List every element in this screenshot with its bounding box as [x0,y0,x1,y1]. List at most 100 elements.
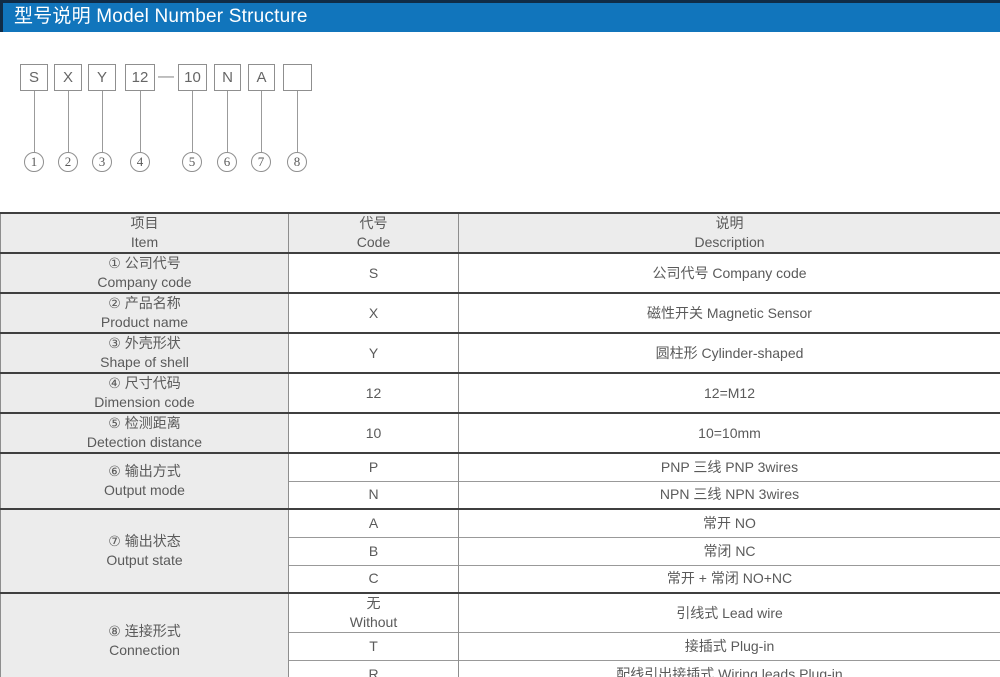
model-code-box-3: Y [88,64,116,91]
code-cell: C [288,564,459,593]
desc-cell: 常闭 NC [458,536,1000,565]
item-zh: ① 公司代号 [108,255,181,271]
code-cell: A [288,508,459,537]
section-title-bar: 型号说明 Model Number Structure [0,0,1000,32]
code-cell: N [288,480,459,509]
connector-line-4 [140,91,141,152]
table-header-row: 项目 Item 代号 Code 说明 Description [0,213,1000,254]
code-cell: X [288,292,459,333]
item-zh: ③ 外壳形状 [108,335,181,351]
desc-cell: 常开 + 常闭 NO+NC [458,564,1000,593]
code-cell: R [288,660,459,677]
circled-number-5: 5 [182,152,202,172]
code-cell: 12 [288,372,459,413]
desc-cell: 磁性开关 Magnetic Sensor [458,292,1000,333]
item-cell: ④ 尺寸代码 Dimension code [0,372,289,413]
header-desc-zh: 说明 [715,215,744,231]
item-en: Product name [100,314,189,330]
model-code-box-1: S [20,64,48,91]
table-row-connection-r: R 配线引出接插式 Wiring leads Plug-in [1,660,1000,677]
item-en: Shape of shell [100,354,189,370]
header-item-zh: 项目 [130,215,159,231]
desc-cell: 引线式 Lead wire [458,592,1000,633]
model-code-separator: — [158,68,174,85]
desc-cell: NPN 三线 NPN 3wires [458,480,1000,509]
model-code-box-4: 12 [125,64,155,91]
header-cell-code: 代号 Code [288,213,459,254]
code-zh: 无 [366,595,381,611]
connector-line-2 [68,91,69,152]
item-zh: ⑥ 输出方式 [108,463,181,479]
item-cell: ⑦ 输出状态 Output state [0,508,289,593]
table-row-company-code: ① 公司代号 Company code S 公司代号 Company code [0,252,1000,293]
code-cell: B [288,536,459,565]
item-cell: ⑧ 连接形式 Connection [0,592,289,677]
item-en: Connection [109,641,180,658]
table-row-connection-without: ⑧ 连接形式 Connection 无 Without 引线式 Lead wir… [0,592,1000,677]
code-cell: P [288,452,459,481]
desc-cell: 接插式 Plug-in [458,632,1000,661]
connector-line-6 [227,91,228,152]
item-cell: ⑥ 输出方式 Output mode [0,452,289,509]
model-code-box-6: N [214,64,241,91]
code-cell: S [288,252,459,293]
circled-number-8: 8 [287,152,307,172]
model-code-box-7: A [248,64,275,91]
circled-number-7: 7 [251,152,271,172]
model-code-box-8-empty [283,64,312,91]
item-en: Dimension code [94,394,195,410]
item-zh: ⑦ 输出状态 [108,533,181,549]
item-en: Company code [97,274,192,290]
code-en: Without [349,614,398,630]
header-cell-description: 说明 Description [458,213,1000,254]
circled-number-6: 6 [217,152,237,172]
model-code-box-5: 10 [178,64,207,91]
circled-number-1: 1 [24,152,44,172]
item-en: Detection distance [86,434,203,450]
table-row-output-mode-n: N NPN 三线 NPN 3wires [1,480,1000,509]
connector-line-5 [192,91,193,152]
desc-cell: PNP 三线 PNP 3wires [458,452,1000,481]
connector-line-7 [261,91,262,152]
connector-line-8 [297,91,298,152]
table-row-output-state-a: ⑦ 输出状态 Output state A 常开 NO [0,508,1000,593]
item-zh: ④ 尺寸代码 [108,375,181,391]
desc-cell: 圆柱形 Cylinder-shaped [458,332,1000,373]
table-row-product-name: ② 产品名称 Product name X 磁性开关 Magnetic Sens… [0,292,1000,333]
table-row-output-state-c: C 常开 + 常闭 NO+NC [1,564,1000,593]
item-zh: ⑧ 连接形式 [108,622,181,639]
table-row-output-mode-p: ⑥ 输出方式 Output mode P PNP 三线 PNP 3wires [0,452,1000,509]
header-cell-item: 项目 Item [0,213,289,254]
model-number-diagram: S X Y 12 — 10 N A 1 2 3 4 5 6 7 8 [0,32,1000,212]
item-en: Output state [106,552,183,568]
circled-number-4: 4 [130,152,150,172]
table-row-dimension-code: ④ 尺寸代码 Dimension code 12 12=M12 [0,372,1000,413]
table-row-connection-t: T 接插式 Plug-in [1,632,1000,661]
item-cell: ③ 外壳形状 Shape of shell [0,332,289,373]
table-row-detection-distance: ⑤ 检测距离 Detection distance 10 10=10mm [0,412,1000,453]
desc-cell: 公司代号 Company code [458,252,1000,293]
circled-number-2: 2 [58,152,78,172]
desc-cell: 配线引出接插式 Wiring leads Plug-in [458,660,1000,677]
model-number-table: 项目 Item 代号 Code 说明 Description ① 公司代号 Co… [0,212,1000,677]
code-cell: 无 Without [288,592,459,633]
desc-cell: 常开 NO [458,508,1000,537]
item-cell: ⑤ 检测距离 Detection distance [0,412,289,453]
desc-cell: 10=10mm [458,412,1000,453]
code-cell: Y [288,332,459,373]
item-zh: ⑤ 检测距离 [108,415,181,431]
code-cell: T [288,632,459,661]
item-zh: ② 产品名称 [108,295,181,311]
header-code-zh: 代号 [359,215,388,231]
item-cell: ② 产品名称 Product name [0,292,289,333]
connector-line-1 [34,91,35,152]
header-item-en: Item [130,234,159,250]
circled-number-3: 3 [92,152,112,172]
header-code-en: Code [356,234,391,250]
model-code-box-2: X [54,64,82,91]
connector-line-3 [102,91,103,152]
page-title: 型号说明 Model Number Structure [14,6,308,27]
item-cell: ① 公司代号 Company code [0,252,289,293]
code-cell: 10 [288,412,459,453]
